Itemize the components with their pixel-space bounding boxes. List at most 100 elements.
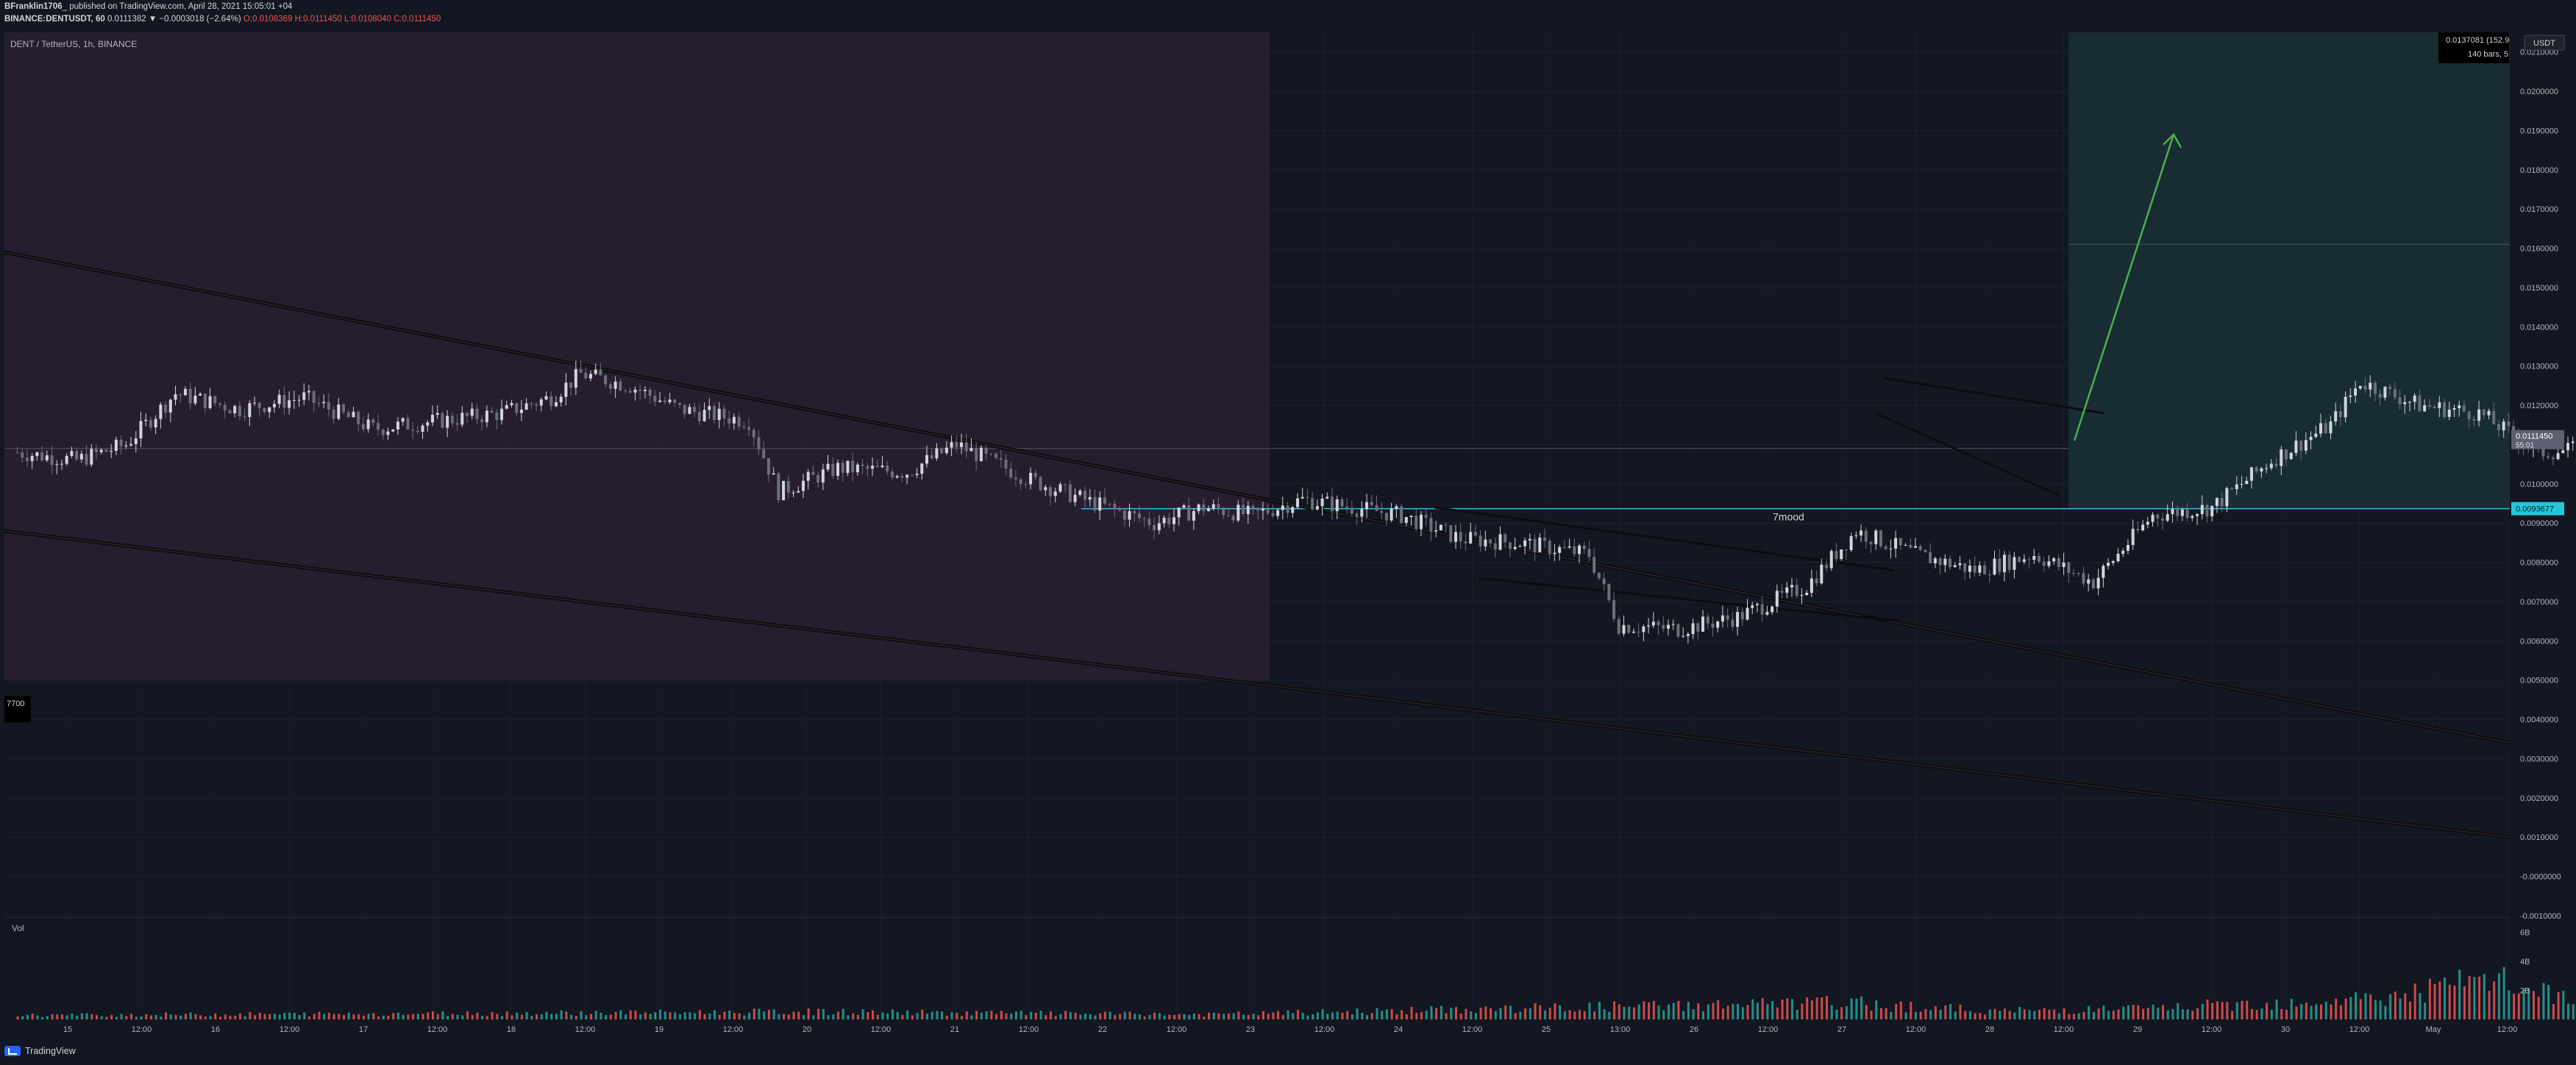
wedge-lower-line xyxy=(1478,577,1902,623)
volume-bar xyxy=(629,1010,632,1019)
author-name[interactable]: BFranklin1706 xyxy=(4,2,63,11)
candle-body xyxy=(648,389,652,396)
volume-bar xyxy=(1435,1008,1438,1019)
candle-body xyxy=(752,430,755,438)
candle-body xyxy=(2443,402,2447,417)
volume-bar xyxy=(1776,1007,1779,1019)
volume-bar xyxy=(1910,1002,1913,1019)
candle-body xyxy=(766,457,770,475)
candle-body xyxy=(935,448,939,459)
candle-body xyxy=(1938,558,1942,566)
candle-body xyxy=(1084,491,1087,500)
candle-body xyxy=(1311,498,1314,510)
volume-bar xyxy=(1287,1010,1289,1019)
candle-body xyxy=(1760,604,1764,615)
volume-bar xyxy=(1045,1015,1047,1019)
candle-body xyxy=(1400,506,1403,523)
candle-body xyxy=(1019,479,1022,485)
volume-bar xyxy=(2428,978,2431,1019)
volume-bar xyxy=(46,1016,49,1019)
candle-body xyxy=(1202,504,1206,511)
volume-bar xyxy=(906,1010,909,1019)
volume-bar xyxy=(1370,1013,1373,1019)
volume-bar xyxy=(2260,1008,2263,1019)
candle-body xyxy=(2274,463,2278,466)
volume-bar xyxy=(609,1014,612,1019)
volume-bar xyxy=(224,1014,227,1019)
candle-body xyxy=(2413,395,2416,402)
volume-bar xyxy=(961,1016,964,1019)
candle-body xyxy=(797,491,800,493)
candle-body xyxy=(272,404,276,407)
candle-body xyxy=(2018,557,2021,562)
candle-body xyxy=(688,407,691,414)
candle-body xyxy=(2487,410,2491,416)
candle-body xyxy=(208,396,212,408)
volume-bar xyxy=(605,1015,608,1019)
candle-body xyxy=(569,382,573,388)
volume-bar xyxy=(327,1012,330,1019)
symbol-interval[interactable]: BINANCE:DENTUSDT, 60 xyxy=(4,15,105,24)
candle-body xyxy=(396,421,399,430)
volume-bar xyxy=(2266,1002,2269,1019)
candle-body xyxy=(1415,516,1418,530)
volume-bar xyxy=(1326,1014,1329,1019)
volume-bar xyxy=(714,1010,716,1019)
candle-body xyxy=(1009,469,1013,478)
candle-body xyxy=(460,413,464,425)
candle-body xyxy=(426,422,430,426)
volume-bar xyxy=(1242,1014,1245,1019)
candle-body xyxy=(1434,530,1438,532)
volume-bar xyxy=(1766,1004,1769,1019)
volume-bar xyxy=(936,1011,939,1019)
candle-body xyxy=(1142,518,1146,519)
candle-body xyxy=(1983,565,1987,574)
lower-channel-line-inner xyxy=(4,530,2511,838)
volume-bar xyxy=(614,1011,617,1019)
candle-body xyxy=(391,429,395,432)
volume-bar xyxy=(71,1014,74,1019)
time-tick-label: 12:00 xyxy=(723,1025,744,1034)
candle-body xyxy=(1390,508,1393,521)
volume-bar xyxy=(347,1012,350,1019)
candle-body xyxy=(2438,402,2441,408)
candle-body xyxy=(2013,557,2016,570)
price-tick-label: 0.0100000 xyxy=(2520,480,2558,489)
candle-body xyxy=(1315,506,1319,510)
tradingview-logo[interactable]: TradingView xyxy=(4,1046,76,1056)
volume-bar xyxy=(1257,1015,1260,1019)
volume-bar xyxy=(149,1015,152,1019)
candle-body xyxy=(737,416,741,427)
price-tick-label: 0.0180000 xyxy=(2520,166,2558,175)
candle-body xyxy=(357,411,360,424)
volume-bar xyxy=(2023,1009,2026,1019)
candle-body xyxy=(1493,543,1497,550)
volume-bar xyxy=(995,1014,998,1019)
candle-body xyxy=(2541,444,2545,457)
candle-body xyxy=(1632,631,1635,633)
volume-bar xyxy=(1845,1005,1848,1019)
volume-bar xyxy=(2513,993,2516,1019)
candle-body xyxy=(213,396,217,404)
volume-bar xyxy=(288,1012,291,1019)
candle-body xyxy=(1162,518,1166,524)
candle-body xyxy=(925,455,928,464)
candle-body xyxy=(2087,579,2091,584)
volume-bar xyxy=(2250,1008,2253,1019)
time-tick-label: 12:00 xyxy=(1019,1025,1039,1034)
upper-channel-line-inner xyxy=(4,252,2511,744)
volume-bar xyxy=(1826,996,1829,1019)
low-value: L:0.0108040 xyxy=(344,15,391,24)
candle-body xyxy=(1489,539,1492,544)
volume-bar xyxy=(298,1014,301,1019)
candle-body xyxy=(223,405,227,410)
volume-bar xyxy=(2063,1008,2066,1019)
candle-body xyxy=(2255,467,2258,471)
candle-body xyxy=(2245,480,2249,485)
volume-bar xyxy=(2463,986,2466,1019)
volume-bar xyxy=(2404,993,2407,1019)
volume-bar xyxy=(1128,1011,1131,1019)
candle-body xyxy=(30,455,34,462)
time-tick-label: 27 xyxy=(1837,1025,1846,1034)
